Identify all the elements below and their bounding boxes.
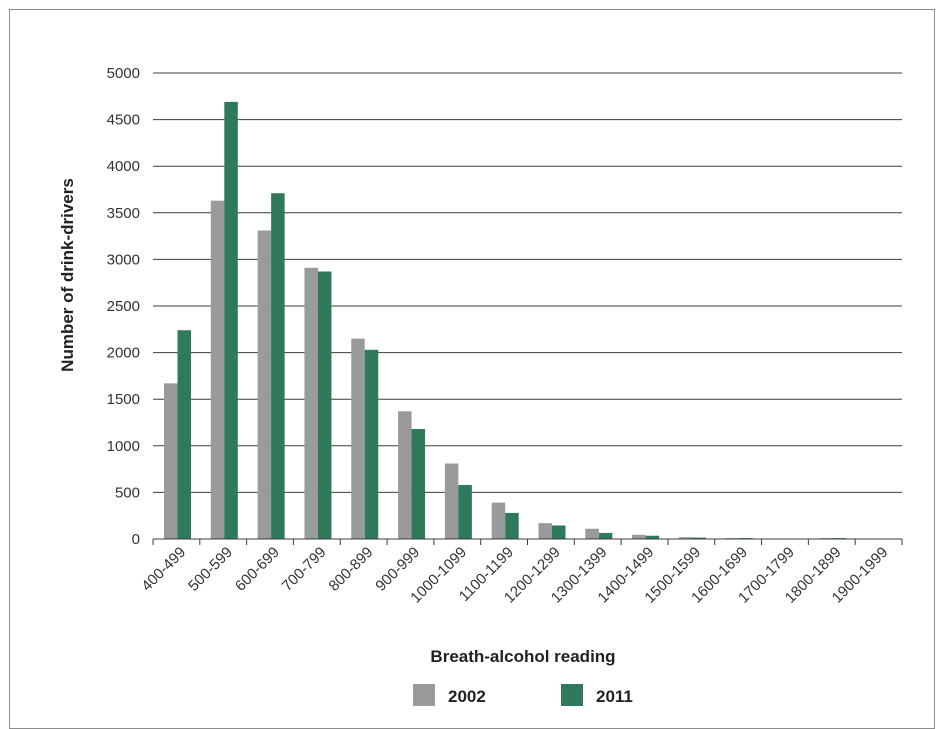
bar-2011-1200-1299: [552, 525, 566, 539]
bar-2002-1200-1299: [539, 523, 553, 539]
bar-2002-1100-1199: [492, 503, 506, 539]
bar-2002-700-799: [304, 268, 318, 539]
x-tick-label: 500-599: [185, 544, 236, 595]
y-axis-title: Number of drink-drivers: [58, 178, 77, 372]
bar-2002-1000-1099: [445, 464, 459, 539]
bar-2002-400-499: [164, 383, 178, 539]
bar-2011-400-499: [178, 330, 192, 539]
bar-2002-600-699: [258, 231, 272, 539]
legend-label-2002: 2002: [448, 687, 486, 706]
bar-2011-800-899: [365, 350, 379, 539]
y-tick-label: 2500: [107, 298, 140, 315]
x-tick-label: 600-699: [232, 544, 283, 595]
legend-swatch-2011: [561, 684, 583, 706]
y-tick-label: 4000: [107, 158, 140, 175]
x-tick-label: 400-499: [138, 544, 189, 595]
legend: 2002 2011: [413, 684, 633, 706]
x-axis: [153, 539, 902, 545]
x-tick-label: 700-799: [279, 544, 330, 595]
bar-2011-900-999: [412, 429, 426, 539]
bar-2011-600-699: [271, 193, 285, 539]
y-tick-label: 3500: [107, 205, 140, 222]
y-tick-label: 1500: [107, 391, 140, 408]
legend-label-2011: 2011: [596, 687, 633, 706]
bars: [164, 102, 846, 539]
bar-2011-500-599: [224, 102, 238, 539]
bar-2002-1400-1499: [632, 535, 646, 539]
y-tick-labels: 0 500 1000 1500 2000 2500 3000 3500 4000 4500 5000: [107, 65, 140, 548]
legend-swatch-2002: [413, 684, 435, 706]
bar-2011-1000-1099: [458, 485, 472, 539]
y-tick-label: 500: [115, 484, 140, 501]
bar-2011-700-799: [318, 272, 332, 539]
y-tick-label: 0: [132, 531, 140, 548]
x-tick-label: 800-899: [326, 544, 377, 595]
bar-2002-1300-1399: [585, 529, 599, 539]
bar-2002-800-899: [351, 339, 365, 539]
y-tick-label: 5000: [107, 65, 140, 82]
x-axis-title: Breath-alcohol reading: [430, 647, 615, 666]
bar-2002-900-999: [398, 411, 412, 539]
y-tick-label: 3000: [107, 251, 140, 268]
bar-2011-1100-1199: [505, 513, 519, 539]
y-tick-label: 1000: [107, 438, 140, 455]
y-tick-label: 4500: [107, 112, 140, 129]
x-tick-labels: 400-499500-599600-699700-799800-899900-9…: [138, 544, 891, 607]
bar-2002-500-599: [211, 201, 225, 539]
y-tick-label: 2000: [107, 345, 140, 362]
bar-2011-1300-1399: [599, 533, 613, 539]
